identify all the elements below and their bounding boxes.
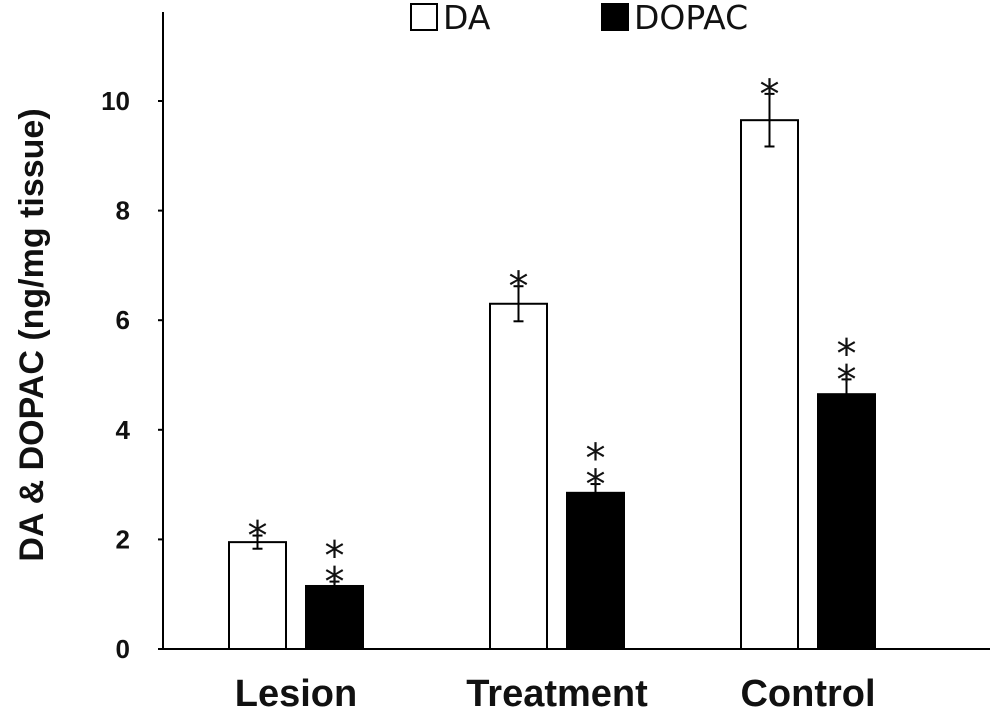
significance-marker: *: [325, 560, 345, 606]
legend-label-dopac: DOPAC: [634, 0, 748, 37]
bar-da-control: [740, 119, 799, 651]
significance-marker: *: [586, 462, 606, 508]
bar-dopac-treatment: [566, 491, 625, 650]
legend-label-da: DA: [443, 0, 491, 37]
y-tick-label: 10: [101, 86, 130, 116]
significance-marker: *: [509, 264, 529, 310]
y-tick-label: 4: [116, 415, 131, 445]
bar-dopac-control: [817, 393, 876, 650]
x-tick-label-lesion: Lesion: [235, 673, 357, 715]
axes: 0 2 4 6 8 10 Lesion Treatment Control: [101, 12, 990, 715]
x-tick-label-control: Control: [740, 673, 875, 715]
significance-marker: *: [248, 514, 268, 560]
y-tick-label: 2: [116, 524, 130, 554]
significance-marker: *: [325, 534, 345, 580]
significance-marker: *: [837, 331, 857, 377]
bars: * ********: [228, 72, 876, 651]
bar-da-treatment: [489, 302, 548, 650]
bar-da-lesion: [228, 541, 287, 651]
legend: DA DOPAC: [410, 0, 748, 37]
significance-marker: *: [586, 436, 606, 482]
legend-swatch-dopac: [601, 3, 629, 31]
legend-swatch-da: [410, 3, 438, 31]
bar-dopac-lesion: [305, 584, 364, 650]
y-axis-title: DA & DOPAC (ng/mg tissue): [13, 108, 51, 561]
x-tick-label-treatment: Treatment: [466, 673, 648, 715]
significance-marker: *: [837, 357, 857, 403]
y-tick-label: 8: [116, 196, 130, 226]
significance-marker: *: [760, 72, 780, 118]
y-tick-label: 0: [116, 634, 130, 664]
y-tick-label: 6: [116, 305, 130, 335]
